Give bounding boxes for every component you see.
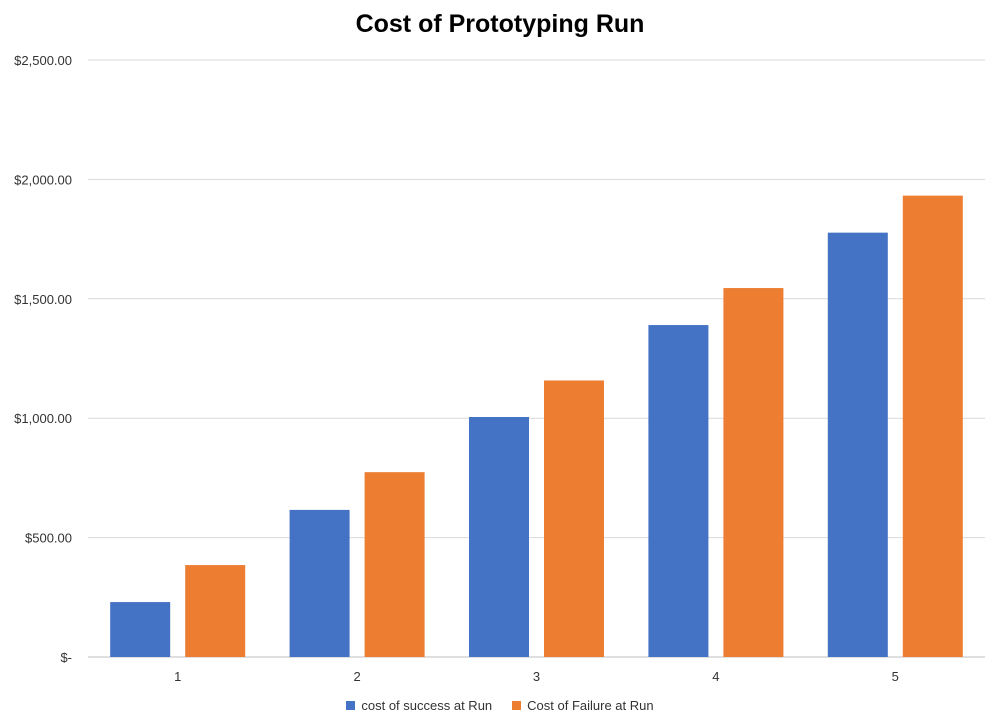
- y-tick-label: $500.00: [25, 531, 72, 546]
- bar-success-run-4: [648, 325, 709, 657]
- legend-item: Cost of Failure at Run: [512, 698, 654, 713]
- bar-failure-run-1: [185, 565, 246, 657]
- bar-failure-run-3: [544, 380, 604, 657]
- legend-swatch: [346, 701, 356, 710]
- legend: cost of success at Run Cost of Failure at…: [0, 698, 1000, 713]
- y-tick-label: $1,500.00: [14, 292, 72, 307]
- bars: [110, 195, 963, 657]
- bar-success-run-2: [289, 509, 350, 657]
- x-tick-label: 3: [533, 669, 540, 684]
- chart-title: Cost of Prototyping Run: [355, 10, 645, 38]
- legend-label: cost of success at Run: [361, 698, 493, 713]
- y-axis-ticks: $- $500.00 $1,000.00 $1,500.00 $2,000.00 $2,5…: [14, 53, 72, 665]
- x-tick-label: 1: [174, 669, 181, 684]
- bar-failure-run-4: [723, 288, 784, 657]
- x-tick-label: 4: [712, 669, 719, 684]
- bar-failure-run-2: [364, 472, 425, 657]
- y-tick-label: $2,000.00: [14, 172, 72, 187]
- legend-item: cost of success at Run: [346, 698, 492, 713]
- x-tick-label: 5: [892, 669, 899, 684]
- bar-success-run-1: [110, 602, 171, 657]
- bar-success-run-5: [827, 232, 888, 657]
- x-tick-label: 2: [353, 669, 360, 684]
- x-axis-ticks: 1 2 3 4 5: [174, 669, 899, 684]
- bar-success-run-3: [469, 417, 529, 657]
- y-tick-label: $-: [60, 650, 72, 665]
- y-tick-label: $1,000.00: [14, 411, 72, 426]
- bar-failure-run-5: [902, 195, 963, 657]
- y-tick-label: $2,500.00: [14, 53, 72, 68]
- legend-swatch: [512, 701, 522, 710]
- legend-label: Cost of Failure at Run: [527, 698, 654, 713]
